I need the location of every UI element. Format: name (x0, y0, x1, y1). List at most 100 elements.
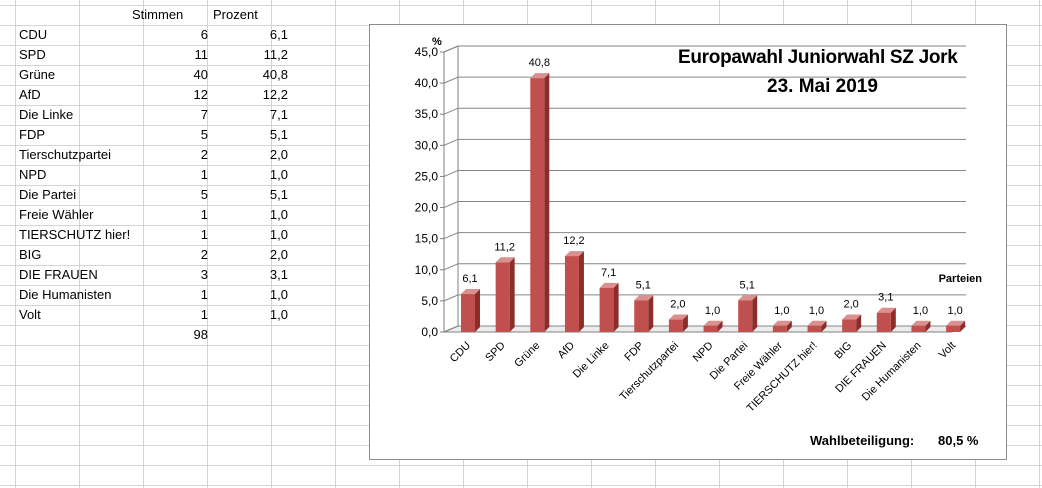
data-label: 1,0 (913, 305, 928, 317)
y-tick-label: 40,0 (415, 76, 439, 90)
table-cell-stimmen[interactable]: 40 (193, 67, 208, 82)
bar-top (807, 320, 827, 326)
table-cell-partei[interactable]: Die Partei (19, 187, 77, 202)
turnout-value: 80,5 % (938, 433, 979, 448)
table-cell-partei[interactable]: CDU (19, 27, 48, 42)
bar[interactable] (599, 282, 619, 332)
table-cell-prozent[interactable]: 7,1 (269, 107, 288, 122)
table-cell-prozent[interactable]: 1,0 (269, 307, 288, 322)
bar[interactable] (946, 320, 966, 332)
table-cell-prozent[interactable]: 2,0 (269, 147, 288, 162)
table-cell-stimmen[interactable]: 3 (200, 267, 208, 282)
table-cell-partei[interactable]: Volt (19, 307, 41, 322)
header-stimmen[interactable]: Stimmen (132, 7, 184, 22)
bar-side (960, 320, 966, 332)
table-cell-prozent[interactable]: 1,0 (269, 227, 288, 242)
table-cell-stimmen[interactable]: 6 (200, 27, 208, 42)
bar[interactable] (738, 295, 758, 332)
table-cell-partei[interactable]: NPD (19, 167, 47, 182)
bar-front (807, 325, 822, 332)
table-cell-prozent[interactable]: 11,2 (263, 47, 288, 62)
x-tick-label: Die Humanisten (860, 340, 924, 404)
data-label: 12,2 (563, 235, 584, 247)
table-cell-partei[interactable]: Tierschutzpartei (19, 147, 111, 162)
table-cell-stimmen[interactable]: 12 (193, 87, 208, 102)
bar-top (738, 295, 758, 301)
table-cell-stimmen[interactable]: 5 (200, 127, 208, 142)
data-label: 2,0 (844, 299, 859, 311)
table-cell-partei[interactable]: DIE FRAUEN (19, 267, 98, 282)
table-cell-prozent[interactable]: 2,0 (269, 247, 288, 262)
table-cell-stimmen[interactable]: 11 (194, 47, 209, 62)
chart-container[interactable]: 0,0 5,0 10,0 15,0 20,0 25,0 30,0 35,0 40,0 45,0% P… (369, 24, 1007, 460)
bar-front (876, 312, 891, 332)
table-cell-prozent[interactable]: 1,0 (269, 287, 288, 302)
table-cell-partei[interactable]: AfD (19, 87, 41, 102)
bar[interactable] (634, 295, 654, 332)
table-cell-partei[interactable]: Freie Wähler (19, 207, 94, 222)
bar[interactable] (564, 251, 584, 332)
data-label: 11,2 (494, 241, 515, 253)
table-cell-stimmen[interactable]: 2 (200, 247, 208, 262)
bar-front (738, 300, 753, 332)
bar[interactable] (911, 320, 931, 332)
table-cell-stimmen[interactable]: 5 (200, 187, 208, 202)
bar[interactable] (668, 314, 688, 332)
bar-side (925, 320, 931, 332)
table-cell-partei[interactable]: Grüne (19, 67, 56, 82)
bar-top (461, 289, 480, 295)
y-tick-label: 10,0 (415, 263, 439, 277)
table-cell-partei[interactable]: SPD (19, 47, 46, 62)
table-cell-partei[interactable]: TIERSCHUTZ hier! (19, 227, 131, 242)
table-cell-prozent[interactable]: 1,0 (269, 207, 288, 222)
table-cell-prozent[interactable]: 1,0 (269, 167, 288, 182)
bar-side (509, 257, 515, 332)
table-cell-stimmen[interactable]: 1 (200, 227, 208, 242)
bar-front (599, 287, 614, 332)
bar[interactable] (772, 320, 792, 332)
data-label: 1,0 (809, 305, 824, 317)
x-tick-label: FDP (622, 340, 646, 364)
table-cell-prozent[interactable]: 5,1 (269, 187, 288, 202)
bar-front (634, 300, 649, 332)
table-cell-stimmen[interactable]: 1 (200, 307, 208, 322)
table-cell-partei[interactable]: Die Humanisten (19, 287, 112, 302)
bar[interactable] (530, 73, 550, 332)
table-cell-prozent[interactable]: 40,8 (262, 67, 288, 82)
table-cell-stimmen[interactable]: 1 (200, 207, 208, 222)
bar[interactable] (461, 289, 480, 332)
bar[interactable] (495, 257, 515, 332)
table-cell-stimmen[interactable]: 1 (200, 167, 208, 182)
bar[interactable] (807, 320, 827, 332)
table-cell-stimmen[interactable]: 7 (200, 107, 208, 122)
table-cell-stimmen[interactable]: 1 (200, 287, 208, 302)
table-cell-prozent[interactable]: 3,1 (269, 267, 288, 282)
y-axis-label: % (432, 36, 442, 48)
bar-side (682, 314, 688, 332)
bar[interactable] (703, 320, 723, 332)
data-label: 5,1 (636, 279, 651, 291)
table-cell-partei[interactable]: Die Linke (19, 107, 74, 122)
gridline (443, 263, 966, 271)
gridline (443, 201, 966, 209)
bar-top (530, 73, 550, 79)
bar-front (564, 256, 579, 332)
table-cell-partei[interactable]: FDP (19, 127, 45, 142)
data-label: 7,1 (601, 267, 616, 279)
x-tick-label: BIG (832, 340, 854, 362)
bar-top (564, 251, 584, 257)
header-prozent[interactable]: Prozent (213, 7, 258, 22)
table-cell-prozent[interactable]: 12,2 (262, 87, 288, 102)
bar[interactable] (842, 314, 862, 332)
bar-front (911, 325, 926, 332)
bar-chart: 0,0 5,0 10,0 15,0 20,0 25,0 30,0 35,0 40,0 45,0% P… (415, 36, 983, 415)
gridline (443, 76, 966, 84)
bar[interactable] (876, 307, 896, 332)
total-stimmen[interactable]: 98 (193, 327, 208, 342)
table-cell-partei[interactable]: BIG (19, 247, 42, 262)
table-cell-prozent[interactable]: 5,1 (269, 127, 288, 142)
table-cell-stimmen[interactable]: 2 (200, 147, 208, 162)
data-label: 40,8 (529, 57, 550, 69)
table-cell-prozent[interactable]: 6,1 (269, 27, 288, 42)
gridline (443, 232, 966, 240)
